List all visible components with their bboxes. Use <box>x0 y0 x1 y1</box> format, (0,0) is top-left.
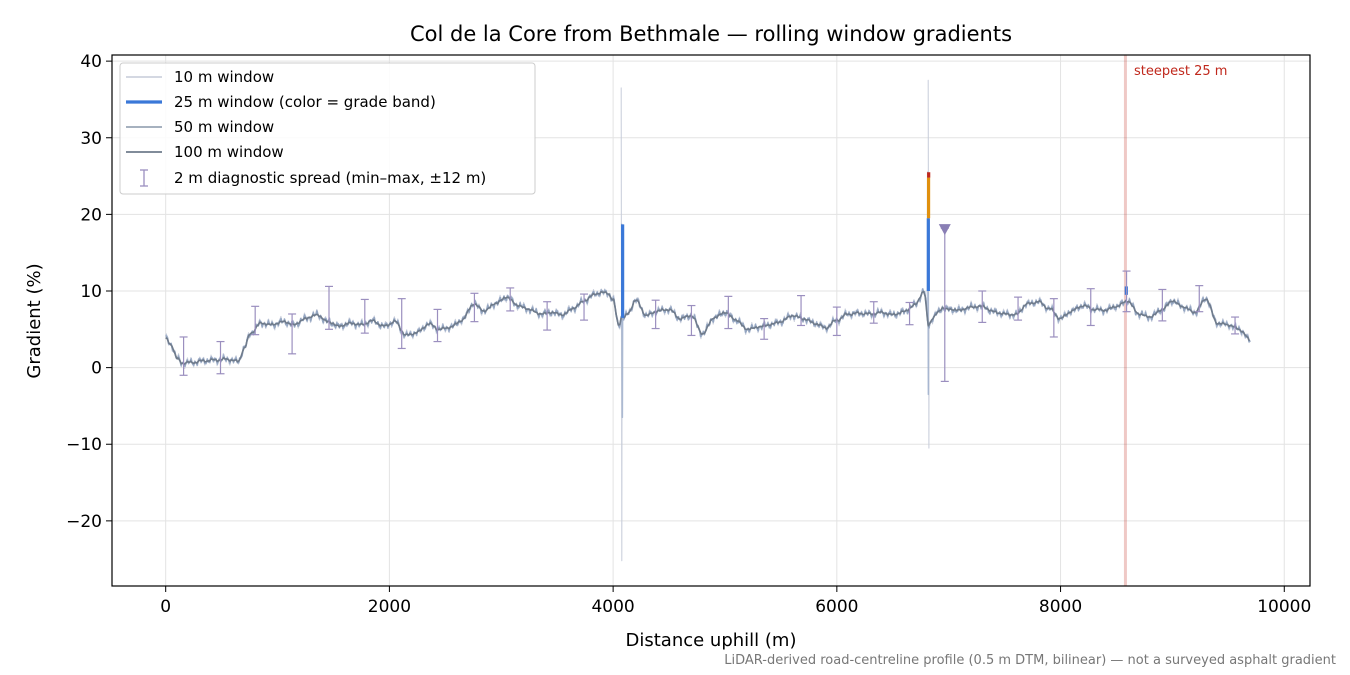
y-tick-label: 0 <box>91 359 102 379</box>
legend: 10 m window 25 m window (color = grade b… <box>119 62 536 195</box>
plot-frame <box>111 54 1311 587</box>
axis-ticks: 0 2000 4000 6000 8000 10000 −20 −10 0 10 20 30 40 <box>66 52 1311 617</box>
diagnostic-errorbar <box>832 306 841 337</box>
diagnostic-errorbar <box>905 301 914 326</box>
footnote: LiDAR-derived road-centreline profile (0… <box>724 653 1336 668</box>
diagnostic-errorbar <box>288 313 297 355</box>
x-tick-label: 6000 <box>815 597 858 617</box>
diagnostic-errorbar <box>978 290 987 324</box>
diagnostic-errorbar <box>687 304 696 337</box>
diagnostic-errorbar <box>543 301 552 331</box>
errorbar-max-marker <box>938 224 951 236</box>
diagnostic-errorbar <box>433 308 442 343</box>
diagnostic-errorbar <box>360 298 369 334</box>
y-tick-label: 10 <box>80 282 102 302</box>
diagnostic-errorbar <box>179 336 188 376</box>
diagnostic-errorbar <box>760 317 769 340</box>
diagnostic-errorbar <box>1049 298 1058 338</box>
diagnostic-errorbar <box>1195 285 1204 313</box>
legend-label-50m: 50 m window <box>174 118 274 136</box>
diagnostic-errorbar <box>470 292 479 323</box>
diagnostic-errorbar <box>1158 288 1167 322</box>
diagnostic-errorbar <box>1086 288 1095 327</box>
diagnostic-errorbar <box>506 287 515 312</box>
legend-label-100m: 100 m window <box>174 143 284 161</box>
chart-title: Col de la Core from Bethmale — rolling w… <box>410 22 1012 46</box>
x-tick-label: 10000 <box>1257 597 1311 617</box>
legend-label-errorbar: 2 m diagnostic spread (min–max, ±12 m) <box>174 169 486 187</box>
diagnostic-errorbar <box>1122 270 1131 313</box>
x-tick-label: 8000 <box>1039 597 1082 617</box>
y-tick-label: 30 <box>80 129 102 149</box>
y-axis-label: Gradient (%) <box>24 263 45 378</box>
diagnostic-errorbar <box>724 295 733 330</box>
y-tick-label: −20 <box>66 512 102 532</box>
x-tick-label: 0 <box>160 597 171 617</box>
legend-label-25m: 25 m window (color = grade band) <box>174 93 436 111</box>
steepest-segment-label: steepest 25 m <box>1134 64 1227 79</box>
x-tick-label: 4000 <box>591 597 634 617</box>
diagnostic-errorbar <box>651 299 660 330</box>
diagnostic-errorbar <box>580 293 589 321</box>
legend-box <box>119 62 536 195</box>
diagnostic-errorbar <box>1231 316 1240 335</box>
legend-swatch-errorbar <box>140 169 148 187</box>
plot-area <box>165 55 1252 586</box>
y-tick-label: 40 <box>80 52 102 72</box>
legend-label-10m: 10 m window <box>174 68 274 86</box>
diagnostic-errorbar <box>216 340 225 375</box>
y-tick-label: 20 <box>80 205 102 225</box>
diagnostic-errorbar <box>251 305 260 336</box>
diagnostic-errorbar <box>325 285 334 330</box>
y-tick-label: −10 <box>66 435 102 455</box>
series-100m-line <box>165 290 1251 365</box>
diagnostic-errorbar <box>397 298 406 350</box>
x-axis-label: Distance uphill (m) <box>626 630 797 651</box>
diagnostic-errorbar <box>869 301 878 324</box>
diagnostic-errorbar <box>1014 296 1023 321</box>
diagnostic-errorbar <box>797 294 806 327</box>
x-tick-label: 2000 <box>368 597 411 617</box>
grid-lines <box>112 55 1310 586</box>
